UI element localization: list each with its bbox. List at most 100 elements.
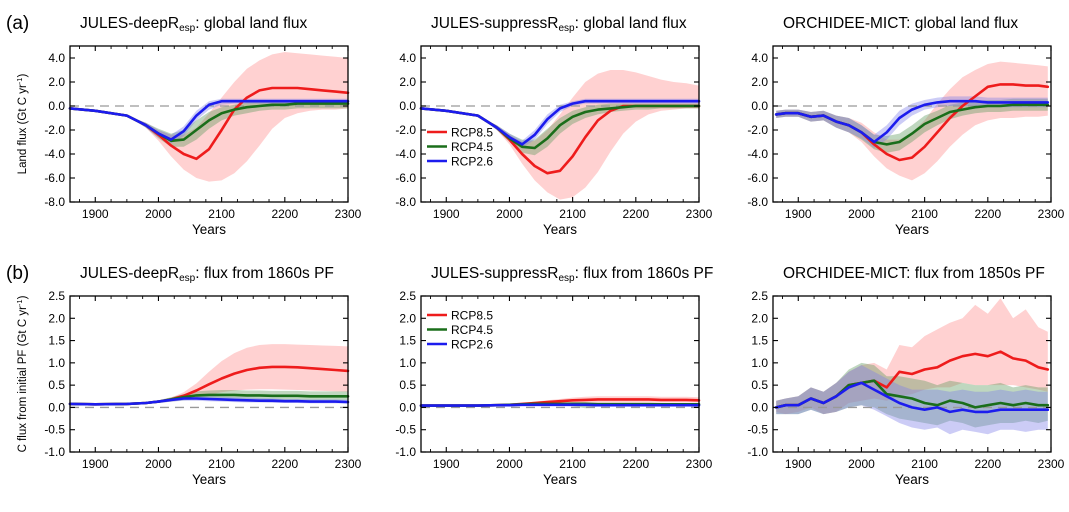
panel-2-xlabel: Years xyxy=(895,222,929,237)
panel-3-ytick-label-6: 2.0 xyxy=(48,311,65,325)
panel-4-xtick-label-2: 2100 xyxy=(559,457,586,471)
panel-1-legend-label-RCP85: RCP8.5 xyxy=(451,126,493,140)
panel-2-ytick-label-3: -2.0 xyxy=(747,123,768,137)
panel-2-ytick-label-1: -6.0 xyxy=(747,171,768,185)
panel-2-ytick-label-6: 4.0 xyxy=(751,51,768,65)
panel-3-ytick-label-4: 1.0 xyxy=(48,356,65,370)
panel-3-ytick-label-2: 0.0 xyxy=(48,400,65,414)
panel-5-xtick-label-3: 2200 xyxy=(974,457,1001,471)
panel-2-ytick-label-4: 0.0 xyxy=(751,99,768,113)
panel-4-ytick-label-6: 2.0 xyxy=(399,311,416,325)
panel-1-title-sub: esp xyxy=(559,23,576,34)
panel-2-xtick-label-2: 2100 xyxy=(911,207,938,221)
panel-5-group: 1900 2000 2100 2200 2300 -1.0 -0.5 0.0 0.5 1.0 1.5… xyxy=(747,265,1064,487)
panel-5-xtick-label-4: 2300 xyxy=(1038,457,1065,471)
panel-2-title: ORCHIDEE-MICT: global land flux xyxy=(783,15,1018,32)
panel-4-xtick-label-0: 1900 xyxy=(433,457,460,471)
panel-5-title-main: ORCHIDEE-MICT: flux from 1850s PF xyxy=(783,265,1045,282)
panel-0-title: JULES-deepResp: global land flux xyxy=(80,15,307,34)
panel-3-ylabel-main: C flux from initial PF (Gt C yr xyxy=(17,306,29,452)
panel-5-xtick-label-2: 2100 xyxy=(911,457,938,471)
panel-5-ytick-label-7: 2.5 xyxy=(751,289,768,303)
panel-3-band-RCP85 xyxy=(70,344,348,406)
panel-0-frame xyxy=(69,45,349,203)
panel-1-ytick-label-4: 0.0 xyxy=(399,99,416,113)
panel-1-ytick-label-1: -6.0 xyxy=(395,171,416,185)
panel-1-xtick-label-3: 2200 xyxy=(622,207,649,221)
panel-1-group: 1900 2000 2100 2200 2300 -8.0 -6.0 -4.0 -2.0 0.0 2… xyxy=(395,15,712,237)
panel-3-title-sub: esp xyxy=(179,273,196,284)
row-label-b: (b) xyxy=(6,263,29,284)
panel-4-xtick-label-1: 2000 xyxy=(496,457,523,471)
panel-3-ylabel-end: ) xyxy=(17,295,29,299)
panel-3-xtick-label-2: 2100 xyxy=(208,457,235,471)
panel-3-frame xyxy=(69,295,349,453)
panel-0-ylabel: Land flux (Gt C yr-1) xyxy=(15,74,29,175)
panel-5-ytick-label-4: 1.0 xyxy=(751,356,768,370)
panel-0-ytick-label-4: 0.0 xyxy=(48,99,65,113)
panel-0-line-RCP26 xyxy=(68,99,350,141)
panel-1-xtick-label-0: 1900 xyxy=(433,207,460,221)
panel-0-ytick-label-1: -6.0 xyxy=(44,171,65,185)
panel-5-ytick-label-3: 0.5 xyxy=(751,378,768,392)
panel-3-xtick-label-4: 2300 xyxy=(335,457,362,471)
panel-4-legend-label-RCP45: RCP4.5 xyxy=(451,323,493,337)
panel-1-line-RCP26 xyxy=(419,99,701,146)
panel-3-xlabel: Years xyxy=(192,472,226,487)
panel-4-ytick-label-5: 1.5 xyxy=(399,334,416,348)
panel-1-title: JULES-suppressResp: global land flux xyxy=(431,15,687,34)
panel-4-frame xyxy=(420,295,700,453)
panel-4-legend-label-RCP26: RCP2.6 xyxy=(451,338,493,352)
panel-4-ytick-label-7: 2.5 xyxy=(399,289,416,303)
panel-4-group: 1900 2000 2100 2200 2300 -1.0 -0.5 0.0 0.5 1.0 1.5… xyxy=(395,265,713,487)
panel-1-frame xyxy=(420,45,700,203)
panel-3-xtick-label-0: 1900 xyxy=(82,457,109,471)
panel-0-xtick-label-0: 1900 xyxy=(82,207,109,221)
panel-1-legend-label-RCP45: RCP4.5 xyxy=(451,140,493,154)
panel-0-ylabel-end: ) xyxy=(17,74,29,78)
panel-3-ylabel: C flux from initial PF (Gt C yr-1) xyxy=(15,295,29,452)
panel-0-xlabel: Years xyxy=(192,222,226,237)
panel-5-xtick-label-0: 1900 xyxy=(785,457,812,471)
panel-1-xlabel: Years xyxy=(543,222,577,237)
panel-0-xtick-label-3: 2200 xyxy=(271,207,298,221)
panel-1-title-main: JULES-suppressR xyxy=(431,15,559,32)
panel-3-ytick-label-7: 2.5 xyxy=(48,289,65,303)
panel-1-xtick-label-4: 2300 xyxy=(686,207,713,221)
panel-0-ytick-label-0: -8.0 xyxy=(44,195,65,209)
panel-5-ytick-label-1: -0.5 xyxy=(747,423,768,437)
panel-0-ytick-label-6: 4.0 xyxy=(48,51,65,65)
panel-3-ytick-label-0: -1.0 xyxy=(44,445,65,459)
panel-5-ytick-label-2: 0.0 xyxy=(751,400,768,414)
panel-3-line-RCP26 xyxy=(68,397,350,406)
panel-4-ytick-label-3: 0.5 xyxy=(399,378,416,392)
panel-4-title-sub: esp xyxy=(559,273,576,284)
panel-3-ytick-label-3: 0.5 xyxy=(48,378,65,392)
panel-0-title-main: JULES-deepR xyxy=(80,15,179,32)
panel-0-title-sub: esp xyxy=(179,23,196,34)
panel-0-ytick-label-2: -4.0 xyxy=(44,147,65,161)
panel-1-ytick-label-6: 4.0 xyxy=(399,51,416,65)
panel-3-band-RCP45 xyxy=(70,390,348,406)
panel-0-band-RCP45 xyxy=(70,100,348,147)
panel-0-xtick-label-1: 2000 xyxy=(145,207,172,221)
panel-2-xtick-label-0: 1900 xyxy=(785,207,812,221)
panel-4-ytick-label-1: -0.5 xyxy=(395,423,416,437)
panel-0-ylabel-sup: -1 xyxy=(15,78,24,85)
panel-2-line-RCP26 xyxy=(774,99,1050,144)
panel-1-xtick-label-2: 2100 xyxy=(559,207,586,221)
panel-2-title-main: ORCHIDEE-MICT: global land flux xyxy=(783,15,1018,32)
panel-0-ytick-label-3: -2.0 xyxy=(44,123,65,137)
panel-0-ylabel-main: Land flux (Gt C yr xyxy=(17,84,29,174)
panel-2-band-RCP45 xyxy=(776,98,1048,153)
panel-3-title-main: JULES-deepR xyxy=(80,265,179,282)
panel-5-title: ORCHIDEE-MICT: flux from 1850s PF xyxy=(783,265,1045,282)
panel-4-ytick-label-0: -1.0 xyxy=(395,445,416,459)
panel-2-frame xyxy=(772,45,1052,203)
panel-3-xtick-label-1: 2000 xyxy=(145,457,172,471)
panel-0-group: 1900 2000 2100 2200 2300 -8.0 -6.0 -4.0 -2.0 0.0 2… xyxy=(15,15,362,237)
panel-3-title-rest: : flux from 1860s PF xyxy=(195,265,334,282)
panel-2-ytick-label-0: -8.0 xyxy=(747,195,768,209)
panel-5-line-RCP26 xyxy=(774,381,1050,414)
panel-4-ytick-label-2: 0.0 xyxy=(399,400,416,414)
